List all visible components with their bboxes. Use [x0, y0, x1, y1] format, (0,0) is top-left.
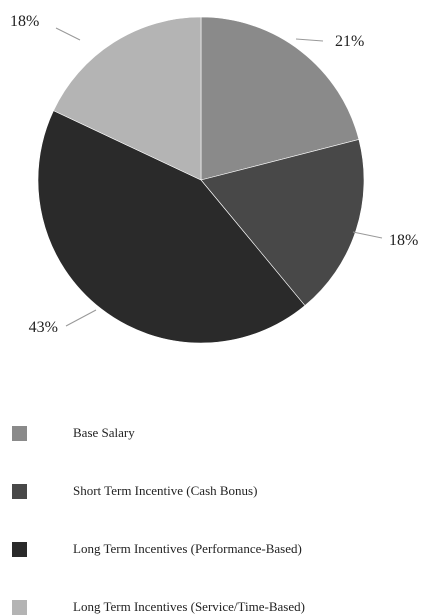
legend-item-long-term-service: Long Term Incentives (Service/Time-Based…	[12, 598, 422, 616]
legend-swatch	[12, 483, 27, 499]
legend-swatch	[12, 541, 27, 557]
slice-percent-label: 21%	[335, 33, 364, 50]
pie-slice	[200, 139, 365, 307]
legend-label: Base Salary	[73, 425, 135, 440]
pie-slice	[37, 110, 306, 344]
legend-item-base-salary: Base Salary	[12, 424, 422, 442]
pie-slice	[53, 16, 202, 181]
chart-legend: Base Salary Short Term Incentive (Cash B…	[12, 424, 422, 616]
legend-swatch	[12, 599, 27, 615]
pie-chart: 21% 18% 43% 18%	[10, 13, 418, 344]
pie-slice	[200, 16, 360, 181]
legend-label: Long Term Incentives (Service/Time-Based…	[73, 599, 305, 614]
leader-line	[352, 231, 383, 239]
leader-line	[295, 38, 324, 42]
slice-percent-label: 18%	[389, 232, 418, 249]
legend-label: Long Term Incentives (Performance-Based)	[73, 541, 302, 556]
leader-line	[65, 309, 97, 327]
legend-swatch	[12, 425, 27, 441]
legend-label: Short Term Incentive (Cash Bonus)	[73, 483, 258, 498]
slice-percent-label: 43%	[29, 319, 58, 336]
leader-line	[55, 27, 81, 41]
slice-percent-label: 18%	[10, 13, 39, 30]
legend-item-long-term-performance: Long Term Incentives (Performance-Based)	[12, 540, 422, 558]
legend-item-short-term-incentive: Short Term Incentive (Cash Bonus)	[12, 482, 422, 500]
